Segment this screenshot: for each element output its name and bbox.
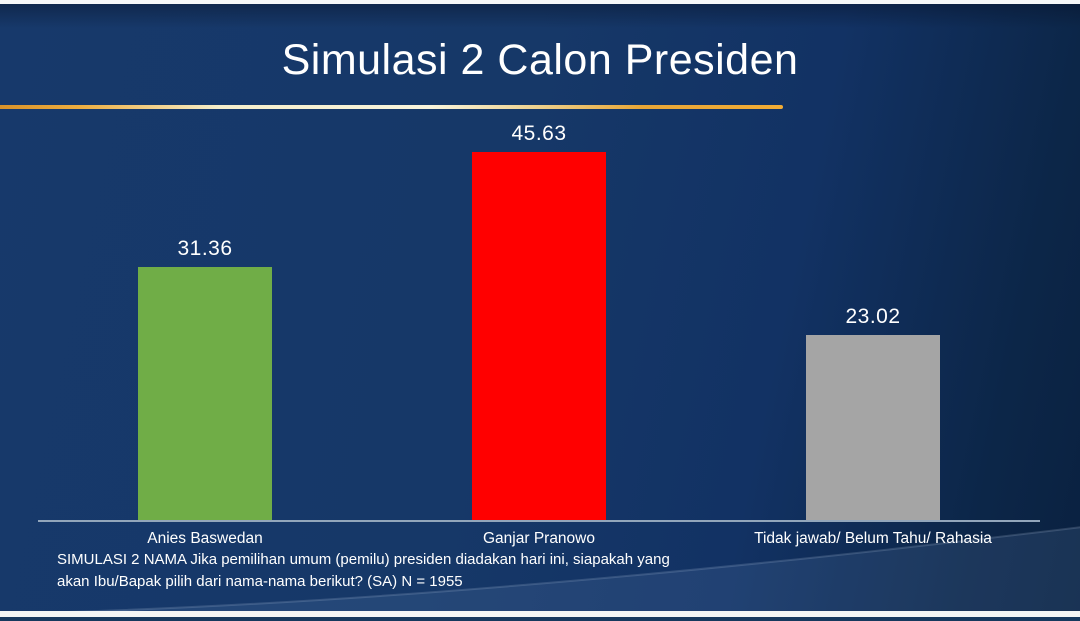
bottom-navy-strip xyxy=(0,617,1080,621)
bar-ganjar-pranowo xyxy=(472,152,606,521)
bar-column-0: 31.36 xyxy=(38,120,372,521)
slide-title: Simulasi 2 Calon Presiden xyxy=(281,36,799,84)
bar-value-label: 23.02 xyxy=(845,305,901,328)
category-label-2: Tidak jawab/ Belum Tahu/ Rahasia xyxy=(754,530,992,547)
bar-value-label: 31.36 xyxy=(177,237,233,260)
category-label-1: Ganjar Pranowo xyxy=(482,530,595,547)
footnote-line-1: SIMULASI 2 NAMA Jika pemilihan umum (pem… xyxy=(57,551,670,568)
top-white-strip xyxy=(0,0,1080,4)
survey-question-footnote: SIMULASI 2 NAMA Jika pemilihan umum (pem… xyxy=(57,549,757,592)
footnote-line-2: akan Ibu/Bapak pilih dari nama-nama beri… xyxy=(57,572,463,590)
bottom-white-strip xyxy=(0,611,1080,617)
bar-value-label: 45.63 xyxy=(511,122,567,145)
bar-tidak-jawab-belum-tahu-rahasia xyxy=(806,335,940,521)
bar-column-2: 23.02 xyxy=(706,120,1040,521)
category-label-0: Anies Baswedan xyxy=(147,530,263,547)
bar-column-1: 45.63 xyxy=(372,120,706,521)
x-axis-line xyxy=(38,520,1040,522)
bar-anies-baswedan xyxy=(138,267,272,521)
title-divider-gold-line xyxy=(0,105,783,109)
bars-row: 31.36 45.63 23.02 xyxy=(38,120,1040,521)
category-row: Anies Baswedan Ganjar Pranowo Tidak jawab/… xyxy=(38,529,1040,549)
